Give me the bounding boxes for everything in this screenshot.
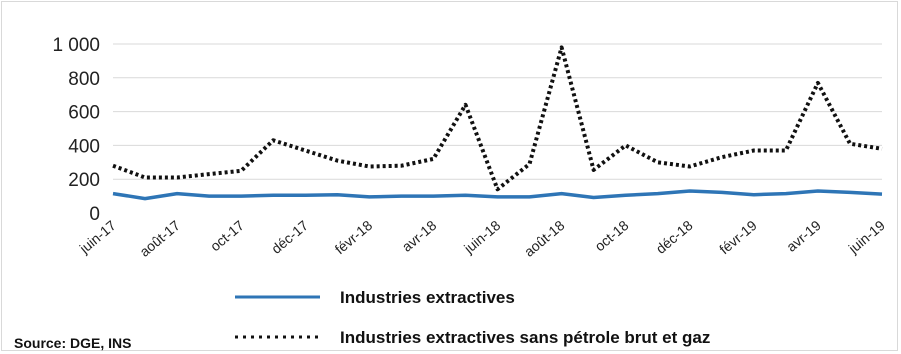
series-layer <box>112 45 883 201</box>
x-tick-label: juin-19 <box>845 217 888 257</box>
x-tick-label: oct-17 <box>207 217 247 254</box>
grid-layer <box>113 43 882 180</box>
source-note: Source: DGE, INS <box>14 335 131 351</box>
y-axis-ticks: 0 200 400 600 800 1 000 <box>52 35 100 225</box>
y-tick-label: 1 000 <box>52 35 100 56</box>
series-line-0 <box>112 189 883 201</box>
x-tick-label: déc-18 <box>653 217 696 257</box>
y-tick-label: 600 <box>68 103 100 124</box>
x-tick-label: août-18 <box>521 217 568 260</box>
y-tick-label: 800 <box>68 69 100 90</box>
x-tick-label: août-17 <box>136 217 183 260</box>
x-tick-label: avr-19 <box>783 217 824 255</box>
x-axis-ticks: juin-17 août-17 oct-17 déc-17 févr-18 avr-18 j… <box>76 217 888 260</box>
y-tick-label: 200 <box>68 170 100 191</box>
series-line-1 <box>112 45 883 192</box>
x-tick-label: juin-18 <box>460 217 503 257</box>
legend-label-industries-extractives: Industries extractives <box>340 288 515 307</box>
x-tick-label: févr-18 <box>332 217 376 257</box>
x-tick-label: déc-17 <box>268 217 311 257</box>
legend: Industries extractives Industries extrac… <box>235 288 710 347</box>
legend-label-industries-extractives-sans-petrole: Industries extractives sans pétrole brut… <box>340 328 710 347</box>
y-tick-label: 0 <box>89 204 100 225</box>
x-tick-label: avr-18 <box>399 217 440 255</box>
x-tick-label: févr-19 <box>716 217 760 257</box>
x-tick-label: oct-18 <box>591 217 631 254</box>
y-tick-label: 400 <box>68 136 100 157</box>
